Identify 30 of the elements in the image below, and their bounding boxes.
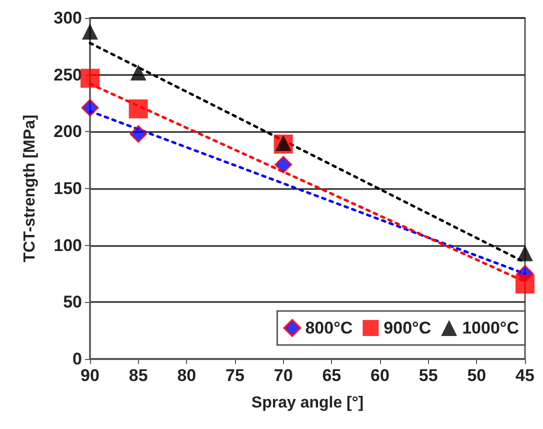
- x-tick-label: 80: [177, 366, 196, 385]
- point: [274, 156, 292, 174]
- point: [128, 99, 148, 118]
- x-tick-label: 85: [128, 366, 148, 385]
- point: [80, 68, 100, 88]
- point: [130, 125, 148, 143]
- point: [517, 245, 533, 262]
- legend-label: 900°C: [384, 318, 432, 338]
- x-tick-label: 50: [467, 366, 486, 385]
- x-axis-title: Spray angle [°]: [251, 394, 364, 412]
- x-tick-label: 75: [226, 366, 244, 385]
- y-tick-label: 100: [54, 236, 82, 255]
- legend-label: 1000°C: [462, 318, 520, 338]
- x-tick-label: 55: [418, 366, 438, 385]
- point: [130, 64, 146, 81]
- point: [82, 24, 98, 40]
- y-axis-title: TCT-strength [MPa]: [22, 114, 38, 262]
- legend-label: 800°C: [305, 318, 353, 338]
- x-tick-label: 70: [274, 366, 293, 385]
- y-tick-label: 50: [63, 292, 82, 312]
- point: [81, 99, 99, 117]
- x-tick-label: 90: [80, 366, 100, 385]
- x-tick-label: 60: [370, 366, 390, 385]
- y-tick-label: 300: [54, 8, 82, 28]
- point: [516, 274, 534, 294]
- y-tick-label: 0: [72, 350, 82, 368]
- x-tick-label: 65: [322, 366, 342, 385]
- y-tick-label: 200: [54, 122, 82, 142]
- y-tick-label: 150: [54, 179, 82, 198]
- x-tick-label: 45: [516, 366, 534, 385]
